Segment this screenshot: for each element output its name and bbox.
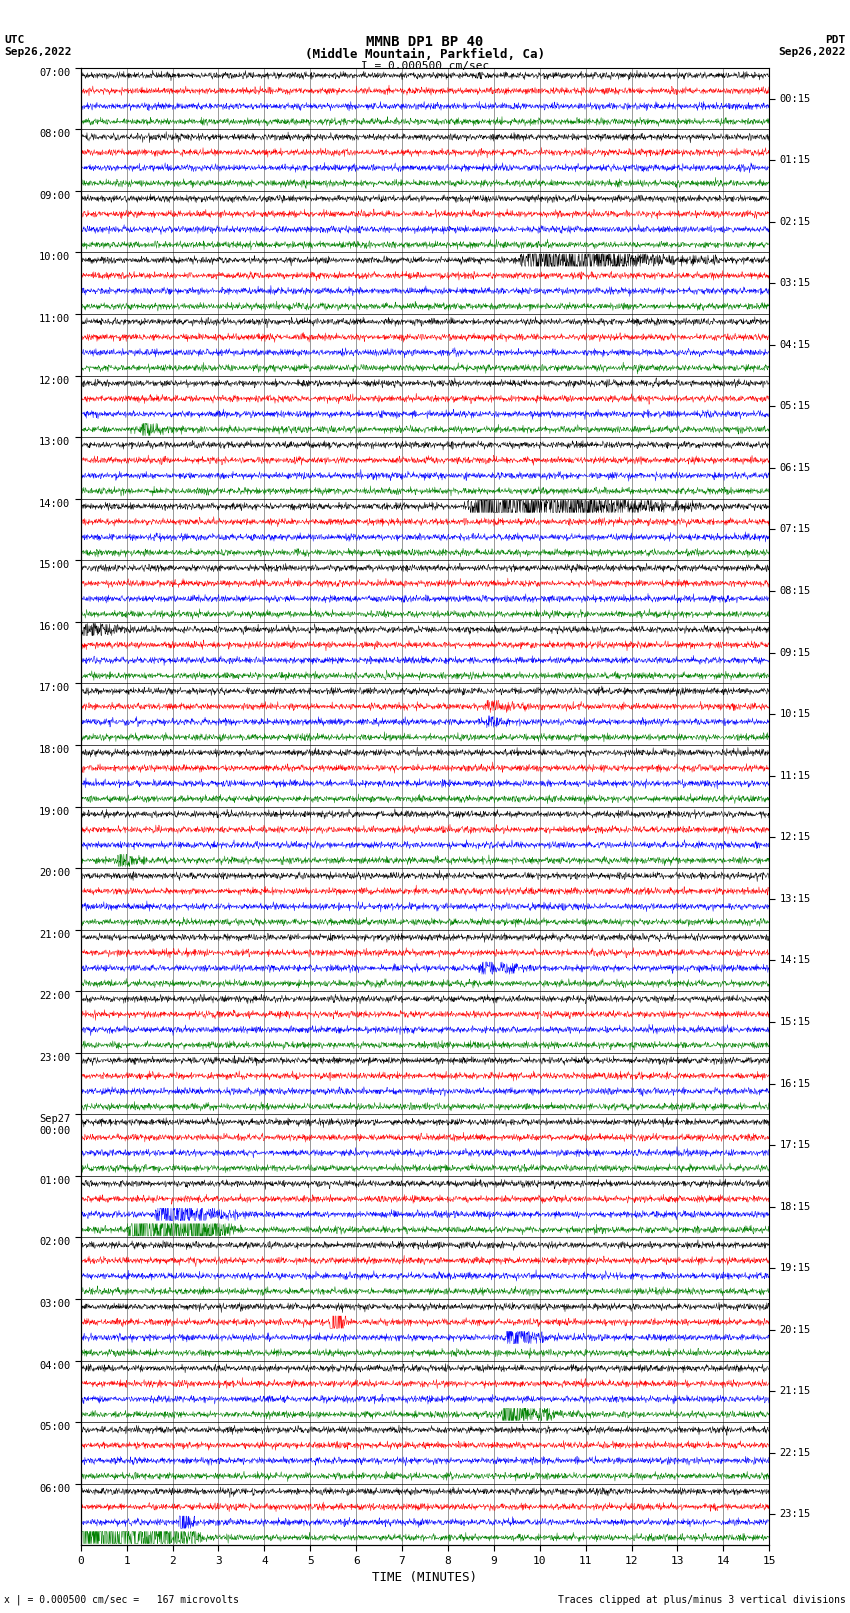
Text: PDT: PDT [825, 35, 846, 45]
X-axis label: TIME (MINUTES): TIME (MINUTES) [372, 1571, 478, 1584]
Text: I = 0.000500 cm/sec: I = 0.000500 cm/sec [361, 61, 489, 71]
Text: Traces clipped at plus/minus 3 vertical divisions: Traces clipped at plus/minus 3 vertical … [558, 1595, 846, 1605]
Text: Sep26,2022: Sep26,2022 [4, 47, 71, 56]
Text: MMNB DP1 BP 40: MMNB DP1 BP 40 [366, 35, 484, 50]
Text: (Middle Mountain, Parkfield, Ca): (Middle Mountain, Parkfield, Ca) [305, 48, 545, 61]
Text: x | = 0.000500 cm/sec =   167 microvolts: x | = 0.000500 cm/sec = 167 microvolts [4, 1594, 239, 1605]
Text: Sep26,2022: Sep26,2022 [779, 47, 846, 56]
Text: UTC: UTC [4, 35, 25, 45]
